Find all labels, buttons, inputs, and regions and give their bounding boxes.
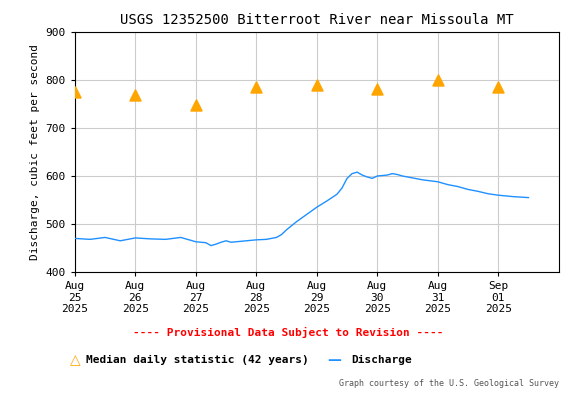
Y-axis label: Discharge, cubic feet per second: Discharge, cubic feet per second xyxy=(30,44,40,260)
Title: USGS 12352500 Bitterroot River near Missoula MT: USGS 12352500 Bitterroot River near Miss… xyxy=(120,13,514,27)
Point xyxy=(494,84,503,90)
Text: Discharge: Discharge xyxy=(351,355,412,365)
Point xyxy=(373,86,382,92)
Text: Median daily statistic (42 years): Median daily statistic (42 years) xyxy=(86,355,309,365)
Point xyxy=(312,82,321,88)
Point xyxy=(433,77,442,83)
Text: Graph courtesy of the U.S. Geological Survey: Graph courtesy of the U.S. Geological Su… xyxy=(339,379,559,388)
Point xyxy=(131,92,140,98)
Text: ---- Provisional Data Subject to Revision ----: ---- Provisional Data Subject to Revisio… xyxy=(132,326,444,338)
Point xyxy=(252,84,261,90)
Point xyxy=(70,89,79,95)
Text: —: — xyxy=(327,353,341,367)
Point xyxy=(191,102,200,108)
Text: △: △ xyxy=(70,353,80,367)
